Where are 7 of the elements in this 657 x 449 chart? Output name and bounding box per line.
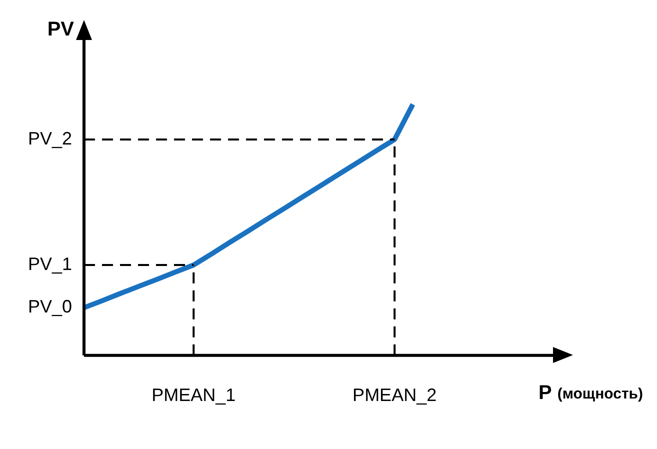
y-axis-title: PV: [47, 18, 75, 41]
x-tick-label: PMEAN_1: [152, 385, 236, 406]
ref-line-label: PV_2: [28, 128, 72, 148]
x-axis-title: P (мощность): [538, 382, 644, 404]
text: PV_0: [28, 296, 72, 317]
x-tick-label: PMEAN_2: [352, 385, 437, 406]
ref-line-label: PV_1: [28, 254, 72, 274]
